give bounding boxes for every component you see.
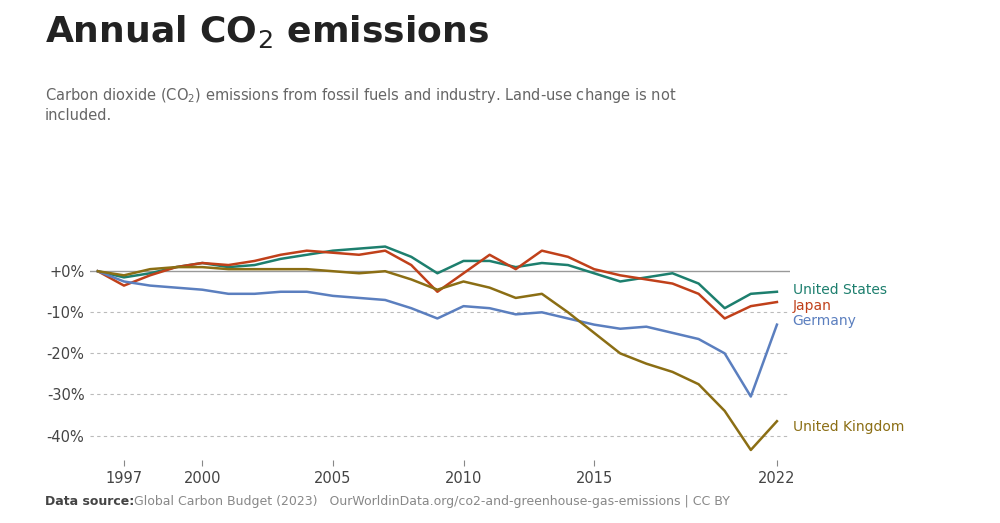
Text: Data source:: Data source:	[45, 495, 134, 508]
Text: in Data: in Data	[889, 46, 936, 59]
Text: Germany: Germany	[793, 313, 856, 327]
Text: Annual CO$_2$ emissions: Annual CO$_2$ emissions	[45, 13, 489, 50]
Text: United Kingdom: United Kingdom	[793, 420, 904, 435]
Text: Global Carbon Budget (2023)   OurWorldinData.org/co2-and-greenhouse-gas-emission: Global Carbon Budget (2023) OurWorldinDa…	[130, 495, 730, 508]
Text: United States: United States	[793, 283, 887, 297]
Text: Our World: Our World	[879, 27, 946, 40]
Text: Carbon dioxide (CO$_2$) emissions from fossil fuels and industry. Land-use chang: Carbon dioxide (CO$_2$) emissions from f…	[45, 86, 676, 123]
Text: Japan: Japan	[793, 299, 831, 313]
